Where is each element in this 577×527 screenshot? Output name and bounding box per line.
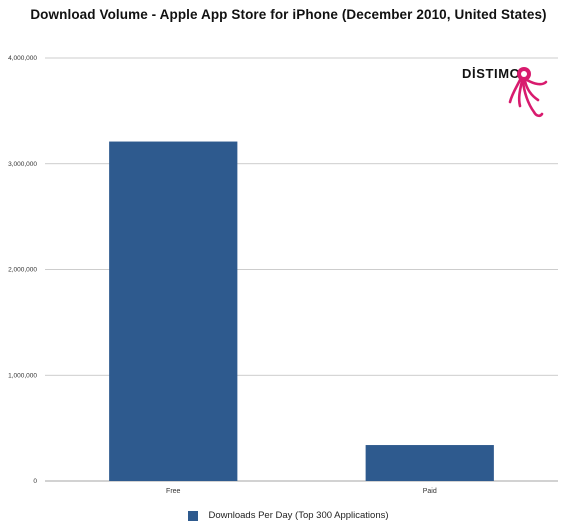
distimo-logo: DİSTIMO <box>462 62 562 122</box>
bar-paid <box>365 445 494 481</box>
bar-free <box>109 141 238 482</box>
y-tick-label: 0 <box>33 478 37 485</box>
legend-swatch <box>188 510 199 521</box>
chart-title: Download Volume - Apple App Store for iP… <box>30 7 547 22</box>
bars <box>109 141 494 482</box>
x-category-label: Free <box>166 488 181 495</box>
y-tick-label: 4,000,000 <box>8 55 37 62</box>
logo-text: DİSTIMO <box>462 66 521 81</box>
legend-label: Downloads Per Day (Top 300 Applications) <box>208 510 389 521</box>
y-tick-label: 3,000,000 <box>8 161 37 168</box>
y-tick-label: 1,000,000 <box>8 372 37 379</box>
y-axis-ticks: 0 1,000,000 2,000,000 3,000,000 4,000,000 <box>8 55 37 485</box>
x-category-label: Paid <box>423 488 437 495</box>
x-axis-categories: Free Paid <box>166 488 437 495</box>
y-tick-label: 2,000,000 <box>8 267 37 274</box>
legend: Downloads Per Day (Top 300 Applications) <box>0 510 577 521</box>
octopus-icon <box>508 67 548 118</box>
